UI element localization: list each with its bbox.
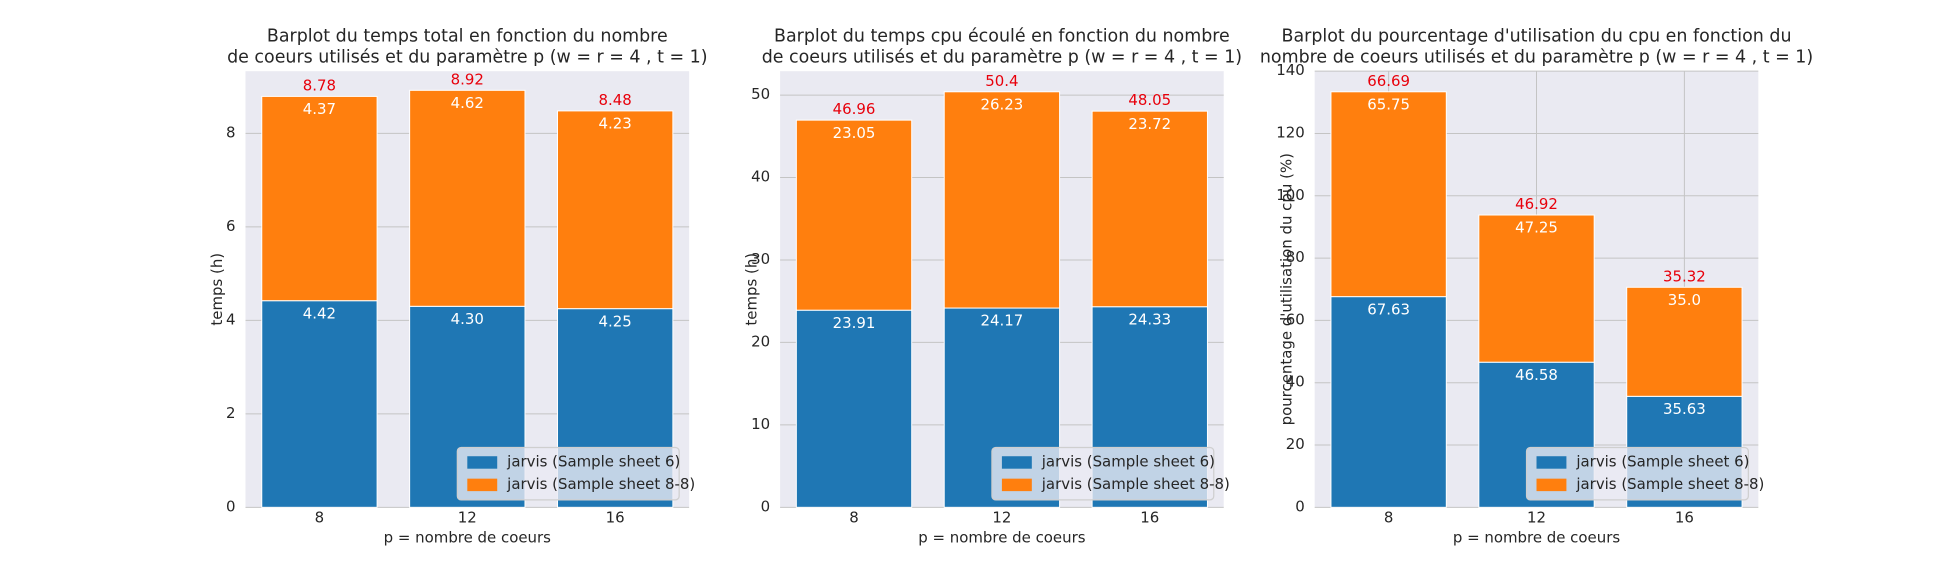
value-label: 65.75 (1367, 96, 1410, 114)
y-axis-label: temps (h) (208, 253, 226, 326)
value-label: 35.0 (1668, 291, 1701, 309)
chart-title: de coeurs utilisés et du paramètre p (w … (762, 47, 1242, 67)
legend-label: jarvis (Sample sheet 8-8) (1041, 475, 1230, 493)
bar-segment (409, 89, 526, 307)
legend-swatch (1536, 478, 1567, 492)
x-tick-label: 12 (1527, 509, 1546, 527)
x-axis-label: p = nombre de coeurs (1453, 528, 1620, 546)
x-tick-label: 16 (606, 509, 625, 527)
legend-label: jarvis (Sample sheet 6) (506, 452, 680, 470)
x-tick-label: 8 (315, 509, 325, 527)
total-label: 8.92 (451, 70, 484, 88)
bar-segment (1091, 110, 1208, 308)
bar-segment (1330, 296, 1447, 508)
bar-segment (557, 110, 674, 310)
value-label: 35.63 (1663, 400, 1706, 418)
total-label: 48.05 (1128, 91, 1171, 109)
y-tick-label: 40 (751, 168, 770, 186)
value-label: 4.37 (303, 100, 336, 118)
value-label: 24.17 (981, 312, 1024, 330)
y-tick-label: 10 (751, 415, 770, 433)
y-tick-label: 30 (751, 250, 770, 268)
legend-swatch (1001, 478, 1032, 492)
total-label: 8.78 (303, 76, 336, 94)
bar-segment (261, 300, 378, 508)
bar-segment (1626, 286, 1743, 397)
total-label: 46.96 (833, 100, 876, 118)
bar-segment (1330, 91, 1447, 298)
x-tick-label: 16 (1675, 509, 1694, 527)
value-label: 26.23 (981, 95, 1024, 113)
legend-swatch (1001, 456, 1032, 469)
value-label: 23.05 (833, 124, 876, 142)
bar-segment (795, 119, 913, 311)
y-tick-label: 140 (1276, 61, 1305, 79)
x-tick-label: 12 (458, 509, 477, 527)
chart-title: Barplot du temps total en fonction du no… (267, 26, 668, 46)
chart-title: nombre de coeurs utilisés et du paramètr… (1260, 47, 1813, 67)
y-axis-label: pourcentage d'utilisation du cpu (%) (1277, 153, 1295, 425)
y-tick-label: 0 (761, 497, 771, 515)
total-label: 66.69 (1367, 72, 1410, 90)
y-tick-label: 0 (1295, 497, 1305, 515)
value-label: 4.62 (451, 94, 484, 112)
y-tick-label: 50 (751, 85, 770, 103)
value-label: 4.25 (599, 312, 632, 330)
value-label: 46.58 (1515, 366, 1558, 384)
y-tick-label: 40 (1286, 373, 1305, 391)
bar-segment (795, 309, 913, 508)
value-label: 4.42 (303, 304, 336, 322)
value-label: 4.23 (599, 115, 632, 133)
y-tick-label: 80 (1286, 248, 1305, 266)
total-label: 46.92 (1515, 195, 1558, 213)
y-tick-label: 100 (1276, 186, 1305, 204)
legend-label: jarvis (Sample sheet 8-8) (506, 475, 695, 493)
x-axis-label: p = nombre de coeurs (918, 528, 1085, 546)
chart-title: Barplot du pourcentage d'utilisation du … (1282, 26, 1792, 46)
total-label: 8.48 (599, 91, 632, 109)
legend-swatch (1536, 456, 1567, 469)
y-tick-label: 4 (226, 310, 236, 328)
x-axis-label: p = nombre de coeurs (384, 528, 551, 546)
x-tick-label: 12 (992, 509, 1011, 527)
value-label: 24.33 (1128, 310, 1171, 328)
bar-segment (1478, 214, 1595, 363)
x-tick-label: 8 (849, 509, 859, 527)
total-label: 50.4 (985, 72, 1018, 90)
chart-title: Barplot du temps cpu écoulé en fonction … (774, 26, 1230, 46)
value-label: 4.30 (451, 310, 484, 328)
value-label: 67.63 (1367, 300, 1410, 318)
legend-swatch (467, 478, 498, 492)
legend-label: jarvis (Sample sheet 8-8) (1575, 475, 1764, 493)
x-tick-label: 8 (1384, 509, 1394, 527)
chart-title: de coeurs utilisés et du paramètre p (w … (227, 47, 707, 67)
y-tick-label: 20 (751, 332, 770, 350)
bar-segment (261, 95, 378, 302)
y-tick-label: 2 (226, 404, 236, 422)
y-axis-label: temps (h) (743, 253, 761, 326)
y-tick-label: 20 (1286, 435, 1305, 453)
y-tick-label: 60 (1286, 310, 1305, 328)
x-tick-label: 16 (1140, 509, 1159, 527)
bar-segment (943, 91, 1061, 309)
total-label: 35.32 (1663, 267, 1706, 285)
y-tick-label: 0 (226, 497, 236, 515)
y-tick-label: 120 (1276, 123, 1305, 141)
legend-label: jarvis (Sample sheet 6) (1041, 452, 1215, 470)
value-label: 47.25 (1515, 219, 1558, 237)
value-label: 23.72 (1128, 115, 1171, 133)
value-label: 23.91 (833, 314, 876, 332)
legend-box (456, 446, 680, 501)
y-tick-label: 8 (226, 123, 236, 141)
legend-swatch (467, 456, 498, 469)
y-tick-label: 6 (226, 217, 236, 235)
legend-box (991, 446, 1215, 501)
legend-box (1525, 446, 1749, 501)
legend-label: jarvis (Sample sheet 6) (1575, 452, 1749, 470)
